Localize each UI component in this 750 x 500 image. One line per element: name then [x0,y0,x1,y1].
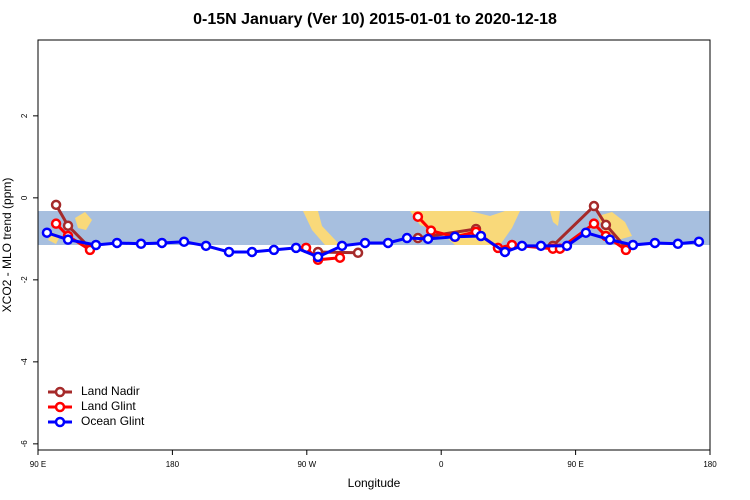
data-point [475,230,487,242]
x-tick-label: 0 [439,460,444,469]
data-point [425,225,437,236]
y-tick-label: 2 [20,113,29,118]
y-axis-label: XCO2 - MLO trend (ppm) [0,178,14,313]
data-point [135,238,147,250]
y-tick-label: -2 [20,276,29,284]
legend-label: Land Glint [81,399,136,413]
data-point [401,232,413,244]
data-point [516,240,528,252]
data-point [62,234,74,245]
y-tick-label: -6 [20,440,29,448]
data-point [449,231,461,243]
data-point [62,220,74,231]
legend-marker [54,416,66,428]
legend-marker [54,401,66,413]
data-point [412,211,424,222]
data-point [90,239,102,251]
x-tick-label: 180 [166,460,180,469]
y-tick-label: -4 [20,358,29,366]
data-point [604,234,616,245]
x-tick-label: 180 [703,460,717,469]
data-point [50,218,62,229]
data-point [600,219,612,231]
data-point [580,227,592,238]
data-point [50,199,62,211]
data-point [359,237,371,249]
data-point [499,246,511,258]
data-point [620,244,632,256]
legend-marker [54,386,66,398]
data-point [649,237,661,249]
data-point [535,240,547,252]
data-point [672,238,684,250]
x-tick-label: 90 E [30,460,46,469]
data-point [312,251,324,263]
data-point [111,237,123,249]
data-point [588,218,600,229]
data-point [200,240,212,252]
data-point [178,236,190,247]
legend-label: Land Nadir [81,384,140,398]
data-point [290,242,302,254]
x-tick-label: 90 W [297,460,316,469]
data-point [352,247,364,259]
data-point [336,240,348,252]
data-point [693,236,705,247]
y-tick-label: 0 [20,195,29,200]
data-point [268,244,280,256]
data-point [627,239,639,251]
data-point [41,227,53,238]
data-point [561,240,573,252]
data-point [588,200,600,212]
data-point [334,252,346,263]
data-point [223,246,235,258]
data-point [422,233,434,245]
legend-label: Ocean Glint [81,414,145,428]
x-axis-label: Longitude [348,476,401,490]
chart-title: 0-15N January (Ver 10) 2015-01-01 to 202… [193,11,557,28]
data-point [382,237,394,249]
plot-frame [37,39,711,451]
data-point [156,237,168,249]
data-point [246,246,258,258]
x-tick-label: 90 E [567,460,583,469]
